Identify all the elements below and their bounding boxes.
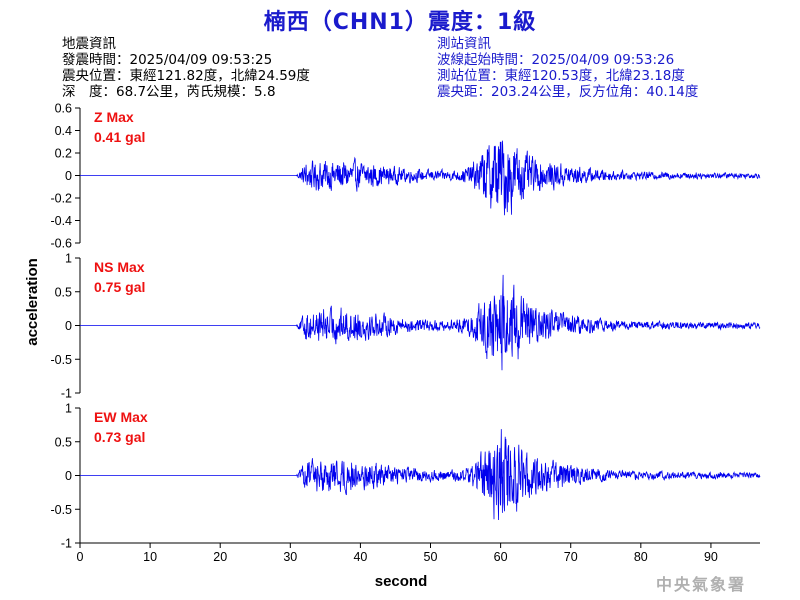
y-tick-label: 0.5 xyxy=(55,435,72,449)
x-tick-label: 80 xyxy=(634,550,648,564)
y-tick-label: -0.2 xyxy=(50,192,72,206)
y-tick-label: 0 xyxy=(65,469,72,483)
x-tick-label: 20 xyxy=(213,550,227,564)
y-tick-label: -0.5 xyxy=(50,353,72,367)
quake-info-heading: 地震資訊 xyxy=(62,36,116,52)
x-tick-label: 0 xyxy=(77,550,84,564)
max-label-z: Z Max xyxy=(94,109,134,125)
y-tick-label: 0 xyxy=(65,169,72,183)
wave-start-time: 波線起始時間：2025/04/09 09:53:26 xyxy=(437,52,675,68)
y-axis-label: acceleration xyxy=(24,258,41,346)
x-tick-label: 50 xyxy=(424,550,438,564)
epicenter-location: 震央位置：東經121.82度，北緯24.59度 xyxy=(62,68,310,84)
y-tick-label: 0 xyxy=(65,319,72,333)
chart-title: 楠西（CHN1）震度：1級 xyxy=(263,10,537,35)
x-tick-label: 60 xyxy=(494,550,508,564)
max-value-ns: 0.75 gal xyxy=(94,279,145,295)
y-tick-label: 0.5 xyxy=(55,285,72,299)
y-tick-label: 0.6 xyxy=(55,102,72,116)
waveform-z xyxy=(80,140,761,216)
station-location: 測站位置：東經120.53度，北緯23.18度 xyxy=(437,68,685,84)
y-tick-label: -1 xyxy=(61,537,72,551)
x-tick-label: 40 xyxy=(353,550,367,564)
y-tick-label: -0.4 xyxy=(50,214,72,228)
y-tick-label: 1 xyxy=(65,402,72,416)
earthquake-info: 地震資訊 發震時間：2025/04/09 09:53:25 震央位置：東經121… xyxy=(62,36,310,100)
max-label-ew: EW Max xyxy=(94,409,148,425)
waveform-ns xyxy=(80,274,761,371)
y-tick-label: -1 xyxy=(61,387,72,401)
y-tick-label: 1 xyxy=(65,252,72,266)
x-tick-label: 70 xyxy=(564,550,578,564)
waveform-ew xyxy=(80,429,761,521)
x-tick-label: 10 xyxy=(143,550,157,564)
y-tick-label: 0.2 xyxy=(55,147,72,161)
station-info-heading: 測站資訊 xyxy=(437,36,491,52)
x-tick-label: 90 xyxy=(704,550,718,564)
y-tick-label: -0.5 xyxy=(50,503,72,517)
max-value-ew: 0.73 gal xyxy=(94,429,145,445)
station-info: 測站資訊 波線起始時間：2025/04/09 09:53:26 測站位置：東經1… xyxy=(437,36,698,100)
max-value-z: 0.41 gal xyxy=(94,129,145,145)
distance-azimuth: 震央距：203.24公里，反方位角：40.14度 xyxy=(437,84,699,100)
y-tick-label: 0.4 xyxy=(55,124,72,138)
y-tick-label: -0.6 xyxy=(50,237,72,251)
x-tick-label: 30 xyxy=(283,550,297,564)
depth-magnitude: 深 度：68.7公里，芮氏規模：5.8 xyxy=(62,84,276,100)
agency-watermark: 中央氣象署 xyxy=(656,575,747,594)
origin-time: 發震時間：2025/04/09 09:53:25 xyxy=(62,52,273,68)
max-label-ns: NS Max xyxy=(94,259,145,275)
x-axis-label: second xyxy=(375,573,428,590)
